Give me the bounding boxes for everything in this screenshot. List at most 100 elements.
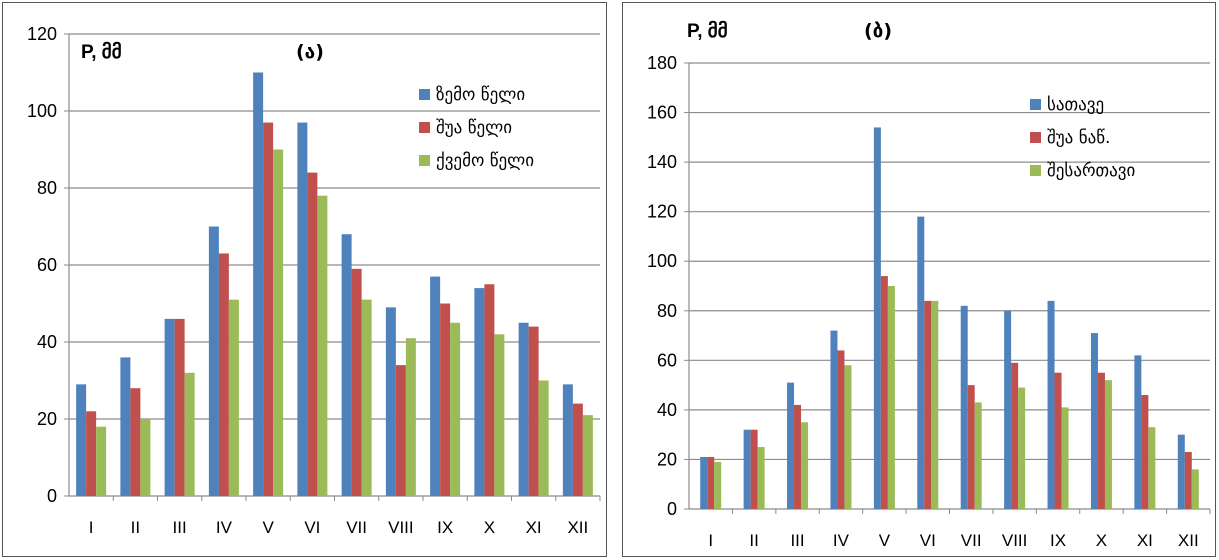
chart-a-legend-swatch: [419, 89, 430, 100]
chart-b-bar: [917, 216, 925, 509]
chart-a-xtick-label: IV: [216, 518, 233, 537]
chart-a-bar: [440, 303, 451, 496]
chart-b-xtick-label: VI: [920, 531, 936, 550]
chart-a-bar: [430, 276, 441, 496]
chart-b-xtick-label: IV: [833, 531, 850, 550]
chart-b-bar: [787, 382, 795, 509]
chart-b-bar: [967, 385, 975, 509]
chart-b-bar: [830, 330, 838, 509]
chart-a-bar: [317, 195, 328, 496]
chart-b-legend-swatch: [1030, 165, 1041, 176]
chart-a-bar: [572, 403, 583, 496]
chart-a-legend-swatch: [419, 122, 430, 133]
chart-b-bar: [801, 422, 809, 509]
chart-b-title: (ბ): [864, 20, 892, 42]
chart-a-bar: [351, 268, 362, 496]
chart-b-bar: [931, 300, 939, 509]
chart-b-xtick-label: XI: [1137, 531, 1153, 550]
chart-a-ytick-label: 20: [37, 409, 57, 429]
chart-b-bar: [1061, 407, 1069, 509]
chart-a-bar: [228, 299, 239, 496]
chart-a-bar: [96, 426, 107, 496]
chart-b-bar: [1104, 380, 1112, 509]
chart-a-title: (ა): [296, 41, 324, 63]
chart-b-ytick-label: 100: [647, 251, 677, 271]
chart-b-bar: [1141, 395, 1149, 509]
chart-a-ytick-label: 60: [37, 255, 57, 275]
chart-b-ylabel: P, მმ: [687, 20, 728, 42]
chart-b-bar: [1148, 427, 1156, 509]
chart-b-ytick-label: 20: [657, 449, 677, 469]
chart-b-bar: [887, 286, 895, 509]
chart-b-bar: [837, 350, 845, 509]
chart-a-bar: [307, 172, 318, 496]
chart-b-bar: [880, 276, 888, 509]
chart-panel-b: 0 20 40 60 80 100 120 140 160 180 I II III IV V VI VII VI…: [622, 2, 1216, 557]
chart-b-xtick-label: VII: [961, 531, 982, 550]
chart-b-bar: [714, 461, 722, 509]
chart-b-xtick-label: X: [1096, 531, 1107, 550]
chart-a-xtick-label: I: [89, 518, 94, 537]
chart-b-bar: [924, 300, 932, 509]
chart-a-bar: [395, 365, 406, 496]
chart-a-legend-label: შუა წელი: [436, 118, 512, 138]
chart-b-legend-label: სათავე: [1047, 95, 1104, 115]
chart-a-bar: [120, 357, 131, 496]
chart-b-bar: [873, 127, 881, 509]
chart-b-ytick-label: 160: [647, 103, 677, 123]
chart-b-ytick-label: 180: [647, 53, 677, 73]
chart-b-bar: [750, 429, 758, 509]
chart-a-bar: [208, 226, 219, 496]
chart-a-ylabel: P, მმ: [81, 41, 122, 63]
chart-a-bar: [76, 384, 87, 496]
chart-a-bar: [494, 334, 505, 496]
chart-a-bar: [273, 149, 284, 496]
chart-a-xtick-label: VI: [304, 518, 320, 537]
chart-a-bar: [164, 318, 175, 496]
chart-b-xtick-label: V: [879, 531, 891, 550]
chart-a-xtick-label: XI: [526, 518, 542, 537]
chart-b-bar: [1011, 362, 1019, 509]
chart-a-xtick-label: X: [484, 518, 495, 537]
chart-b-bar: [960, 305, 968, 509]
chart-b-bar: [700, 456, 708, 509]
chart-b-legend-label: შუა ნაწ.: [1047, 128, 1110, 148]
chart-a-bar: [297, 122, 308, 497]
chart-b-bar: [794, 404, 802, 509]
chart-a-bar: [518, 322, 529, 496]
chart-b-xtick-label: XII: [1178, 531, 1199, 550]
chart-b-xtick-label: I: [708, 531, 713, 550]
chart-a-ytick-label: 120: [27, 24, 57, 44]
chart-b-bar: [844, 365, 852, 509]
chart-a-bar: [538, 380, 549, 496]
chart-a-bar: [474, 288, 485, 496]
chart-a-bar: [218, 253, 229, 496]
chart-a-bar: [86, 411, 97, 496]
chart-a-bar: [361, 299, 372, 496]
chart-b-bar: [1191, 469, 1199, 509]
chart-a-bar: [253, 72, 264, 496]
chart-a-xtick-label: II: [131, 518, 140, 537]
chart-b-bar: [757, 447, 765, 509]
chart-b-xtick-label: II: [749, 531, 758, 550]
chart-a-legend-swatch: [419, 155, 430, 166]
chart-b-ytick-label: 140: [647, 152, 677, 172]
chart-a-bar: [405, 338, 416, 496]
chart-panel-a: 0 20 40 60 80 100 120 I II III IV V VI VII VIII IX X XI XI…: [2, 2, 607, 557]
chart-b-bar: [1134, 355, 1142, 509]
chart-b-legend-swatch: [1030, 99, 1041, 110]
chart-b-bar: [707, 456, 715, 509]
chart-b-bar: [1047, 300, 1055, 509]
chart-b-bar: [743, 429, 751, 509]
chart-b-legend-swatch: [1030, 132, 1041, 143]
chart-a-bar: [562, 384, 573, 496]
chart-b-bar: [1177, 434, 1185, 509]
chart-a-legend-label: ქვემო წელი: [436, 151, 534, 171]
chart-a-bar: [528, 326, 539, 496]
chart-b-ytick-label: 120: [647, 202, 677, 222]
chart-a-bar: [184, 372, 195, 496]
chart-b-xtick-label: IX: [1050, 531, 1066, 550]
chart-b-bar: [1054, 372, 1062, 509]
chart-a-ytick-label: 40: [37, 332, 57, 352]
chart-b-bar: [974, 402, 982, 509]
